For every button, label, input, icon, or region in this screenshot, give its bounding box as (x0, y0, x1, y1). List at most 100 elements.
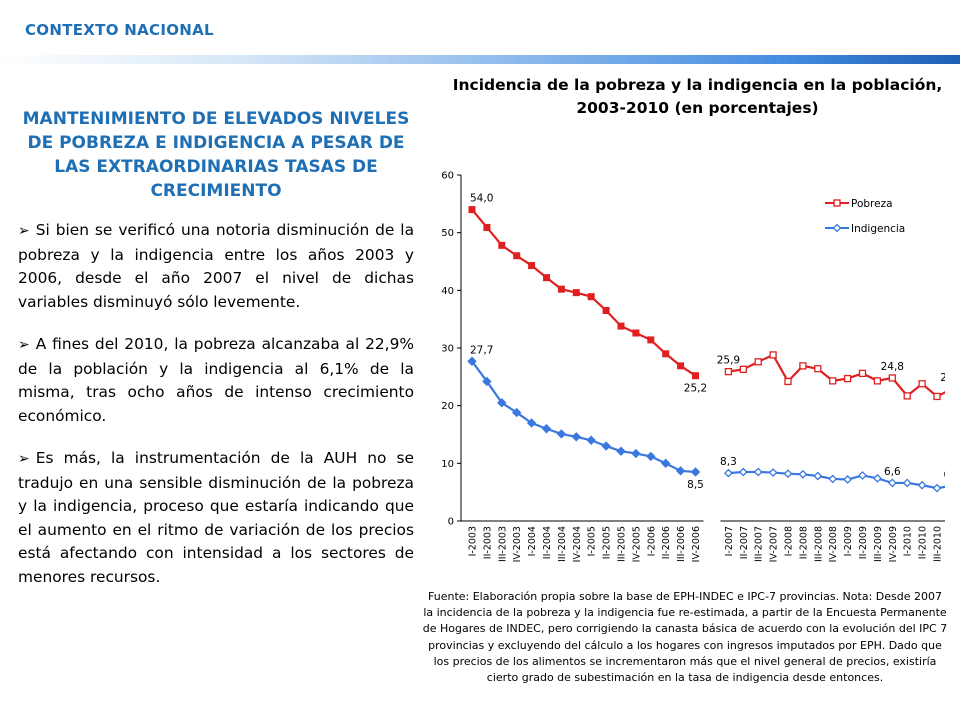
data-point (769, 351, 777, 359)
x-tick-label: II-2008 (798, 526, 809, 559)
data-point (511, 407, 522, 418)
x-tick-label: I-2007 (724, 526, 735, 556)
data-point (677, 362, 685, 370)
data-point (783, 469, 793, 479)
data-point (858, 369, 867, 378)
data-point (617, 322, 625, 330)
data-point (526, 418, 537, 428)
data-label: 8,3 (720, 456, 737, 468)
data-point (482, 376, 492, 387)
arrow-bullet-icon: ➢ (18, 451, 30, 467)
data-label: 24,8 (881, 361, 904, 373)
x-tick-label: III-2008 (813, 526, 824, 562)
x-tick-label: II-2009 (858, 526, 869, 559)
data-point (858, 471, 867, 480)
y-tick-label: 50 (441, 228, 454, 239)
data-point (467, 356, 477, 366)
x-tick-label: III-2009 (873, 526, 884, 562)
x-tick-label: I-2003 (468, 526, 479, 556)
data-point (675, 466, 686, 476)
series-line-pobreza (728, 353, 945, 398)
data-point (543, 274, 550, 282)
x-tick-label: III-2005 (617, 526, 628, 562)
data-point (616, 446, 626, 456)
y-tick-label: 10 (441, 459, 454, 470)
data-label: 8,5 (687, 479, 704, 491)
data-point (828, 474, 838, 484)
arrow-bullet-icon: ➢ (18, 223, 30, 239)
data-point (572, 289, 580, 297)
data-point (646, 451, 656, 462)
data-label: 6,6 (884, 466, 901, 478)
series-line-pobreza (471, 208, 697, 377)
data-point (798, 469, 808, 479)
chart-title: Incidencia de la pobreza y la indigencia… (452, 76, 943, 117)
data-point (692, 372, 699, 380)
bullet-paragraph: ➢ A fines del 2010, la pobreza alcanzaba … (18, 333, 414, 428)
data-point (799, 362, 807, 370)
chart-footnote: Fuente: Elaboración propia sobre la base… (422, 590, 948, 685)
x-tick-label: II-2004 (542, 526, 553, 559)
bullet-text: A fines del 2010, la pobreza alcanzaba a… (18, 335, 414, 425)
data-point (497, 398, 507, 408)
y-tick-label: 30 (441, 344, 454, 355)
data-point (843, 475, 853, 484)
line-chart: 0 10 20 30 40 50 60 I-2003 II-2003 III-2003 IV-200… (441, 171, 945, 562)
data-point (724, 367, 733, 376)
x-tick-label: IV-2006 (691, 526, 702, 562)
data-point (917, 480, 927, 490)
data-point (902, 478, 912, 488)
data-label: 25,9 (717, 355, 740, 367)
x-tick-label: IV-2008 (828, 526, 839, 562)
data-point (556, 429, 567, 439)
series-line-indigencia (471, 360, 696, 474)
data-point (887, 478, 897, 488)
x-tick-label: IV-2003 (512, 526, 523, 562)
x-tick-label: I-2006 (646, 526, 657, 556)
x-tick-label: III-2003 (497, 526, 508, 562)
x-tick-label: I-2004 (527, 526, 538, 556)
data-point (690, 467, 701, 477)
x-tick-label: III-2006 (676, 526, 687, 562)
bullet-text: Si bien se verificó una notoria disminuc… (18, 221, 414, 311)
data-point (571, 432, 582, 442)
y-tick-label: 60 (441, 171, 454, 182)
data-point (513, 252, 521, 260)
x-tick-label: II-2003 (482, 526, 493, 559)
bullet-paragraph: ➢ Es más, la instrumentación de la AUH no… (18, 447, 414, 589)
data-point (932, 483, 942, 493)
x-tick-label: I-2009 (843, 526, 854, 556)
x-tick-label: IV-2004 (572, 526, 583, 562)
data-point (647, 336, 655, 344)
x-tick-label: II-2005 (602, 526, 613, 559)
x-tick-label: III-2007 (754, 526, 765, 562)
data-label: 6,1 (944, 469, 945, 481)
data-point (933, 392, 941, 401)
page-title: MANTENIMIENTO DE ELEVADOS NIVELES DE POB… (22, 109, 410, 201)
data-label: 22,9 (940, 372, 945, 384)
y-tick-label: 0 (448, 517, 454, 528)
data-point (888, 374, 896, 382)
left-text-panel: MANTENIMIENTO DE ELEVADOS NIVELES DE POB… (18, 107, 414, 608)
x-tick-label: I-2005 (587, 526, 598, 556)
data-point (660, 458, 671, 469)
data-point (814, 365, 822, 373)
data-point (483, 223, 491, 231)
section-header: CONTEXTO NACIONAL (25, 21, 214, 39)
data-point (662, 350, 670, 358)
data-point (468, 206, 476, 214)
data-label: 27,7 (470, 344, 493, 356)
data-point (903, 392, 911, 400)
header-gradient-bar (0, 55, 960, 64)
x-tick-label: I-2008 (784, 526, 795, 556)
legend-marker (833, 199, 841, 207)
data-point (754, 358, 762, 366)
x-tick-label: III-2004 (557, 526, 568, 562)
data-point (557, 285, 565, 293)
legend-label: Pobreza (851, 198, 893, 210)
data-point (918, 380, 926, 388)
data-point (753, 467, 763, 477)
legend-label: Indigencia (851, 223, 905, 235)
data-point (739, 365, 747, 373)
x-tick-label: II-2006 (661, 526, 672, 559)
